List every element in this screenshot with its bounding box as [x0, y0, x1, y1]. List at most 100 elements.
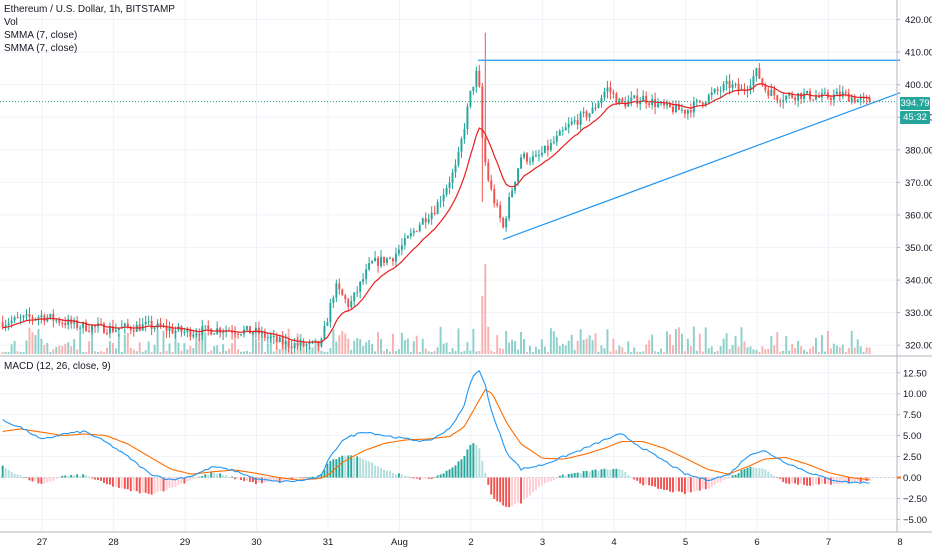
volume-bar: [19, 351, 22, 354]
candle-body: [380, 256, 382, 267]
price-tick-label: 420.00: [905, 15, 932, 26]
macd-histogram-bar: [427, 477, 430, 479]
macd-histogram-bar: [570, 473, 573, 478]
volume-bar: [552, 331, 555, 354]
volume-bar: [171, 351, 174, 354]
volume-bar: [797, 340, 800, 354]
volume-bar: [734, 335, 737, 354]
candle-body: [424, 218, 427, 223]
volume-bar: [272, 351, 275, 354]
trendlines[interactable]: [478, 59, 901, 240]
volume-bar: [841, 344, 844, 354]
macd-histogram-bar: [636, 477, 639, 481]
volume-bar: [365, 342, 368, 354]
volume-bar: [424, 348, 427, 354]
macd-histogram-bar: [686, 477, 689, 492]
volume-bar: [669, 334, 671, 354]
candle-body: [773, 89, 776, 96]
macd-histogram-bar: [567, 474, 570, 478]
candle-body: [695, 100, 698, 102]
macd-histogram-bar: [91, 477, 94, 479]
volume-bar: [448, 351, 451, 354]
volume-bar: [350, 349, 353, 354]
volume-bar: [183, 343, 186, 354]
candle-body: [540, 152, 543, 156]
macd-histogram-bar: [853, 477, 856, 482]
candle-body: [418, 224, 421, 232]
macd-histogram-bar: [764, 469, 767, 478]
candle-body: [397, 249, 400, 254]
candle-body: [758, 68, 761, 79]
macd-histogram-bar: [16, 474, 19, 478]
smma-legend-1[interactable]: SMMA (7, close): [4, 30, 78, 41]
macd-histogram-bar: [695, 477, 698, 491]
volume-bar: [683, 351, 686, 354]
price-tick-label: 370.00: [905, 178, 932, 189]
volume-legend[interactable]: Vol: [4, 17, 18, 28]
volume-bar: [234, 334, 237, 354]
candle-body: [436, 202, 439, 215]
volume-bar: [314, 338, 317, 354]
macd-histogram-bar: [356, 456, 359, 478]
macd-histogram-bar: [165, 477, 168, 491]
volume-bar: [600, 345, 603, 354]
volume-bar: [829, 348, 832, 354]
candle-body: [82, 322, 85, 328]
macd-histogram-bar: [257, 477, 260, 483]
candle-body: [147, 321, 150, 323]
candle-body: [832, 94, 835, 100]
volume-bar: [70, 346, 73, 354]
macd-histogram-bar: [391, 472, 394, 478]
volume-bar: [228, 348, 231, 354]
macd-histogram-bar: [573, 473, 576, 478]
volume-bar: [755, 349, 758, 354]
macd-histogram-bar: [508, 477, 511, 508]
volume-bar: [201, 328, 204, 354]
candle-body: [439, 201, 442, 203]
candle-body: [847, 92, 850, 102]
volume-bar: [415, 335, 418, 354]
candle-body: [371, 261, 374, 264]
volume-bar: [251, 330, 254, 354]
volume-bar: [692, 326, 695, 354]
candle-body: [421, 218, 424, 225]
smma-legend-2[interactable]: SMMA (7, close): [4, 43, 78, 54]
candle-body: [496, 203, 499, 206]
time-tick-label: Aug: [391, 537, 408, 548]
candle-body: [606, 87, 609, 92]
volume-bar: [43, 344, 46, 354]
volume-bar: [716, 350, 719, 354]
volume-bar: [695, 350, 698, 354]
symbol-title[interactable]: Ethereum / U.S. Dollar, 1h, BITSTAMP: [4, 4, 175, 15]
macd-histogram-bar: [141, 477, 144, 493]
candle-body: [677, 104, 680, 110]
volume-bar: [701, 351, 704, 354]
candle-body: [284, 340, 287, 345]
candle-body: [639, 100, 642, 105]
candle-body: [719, 90, 722, 92]
volume-bar: [144, 350, 147, 354]
macd-legend-title[interactable]: MACD (12, 26, close, 9): [4, 361, 111, 372]
candle-body: [251, 332, 254, 334]
volume-bar: [105, 347, 108, 354]
time-tick-label: 4: [611, 537, 616, 548]
volume-bar: [534, 346, 537, 354]
candle-body: [725, 80, 728, 84]
volume-bar: [10, 344, 13, 354]
volume-bar: [508, 342, 511, 354]
macd-histogram-bar: [600, 469, 603, 478]
volume-bar: [114, 348, 117, 354]
macd-histogram-bar: [296, 477, 299, 479]
candle-body: [85, 322, 88, 331]
macd-histogram-bar: [785, 477, 788, 484]
macd-histogram-bar: [219, 473, 222, 478]
candle-body: [323, 325, 326, 339]
macd-histogram-bar: [424, 477, 427, 479]
macd-histogram-bar: [123, 477, 126, 489]
macd-histogram-bar: [844, 477, 847, 483]
volume-bar: [478, 350, 481, 354]
macd-histogram-bar: [540, 477, 543, 486]
macd-histogram-bar: [132, 477, 135, 491]
